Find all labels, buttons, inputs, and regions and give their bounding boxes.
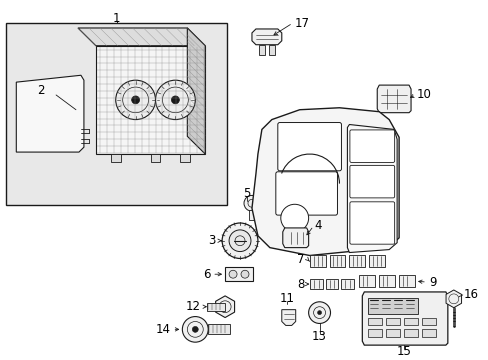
Circle shape — [131, 96, 139, 104]
Bar — [6, 23, 226, 205]
Polygon shape — [376, 85, 410, 113]
Polygon shape — [346, 125, 396, 253]
FancyBboxPatch shape — [349, 130, 394, 162]
Text: 3: 3 — [207, 234, 215, 247]
Circle shape — [228, 230, 250, 252]
Polygon shape — [362, 292, 447, 345]
Bar — [421, 329, 435, 337]
Text: 2: 2 — [38, 84, 45, 96]
Circle shape — [155, 80, 195, 120]
Circle shape — [317, 311, 321, 315]
Text: 6: 6 — [203, 268, 210, 281]
Circle shape — [116, 80, 155, 120]
FancyBboxPatch shape — [349, 202, 394, 244]
Polygon shape — [282, 228, 308, 248]
Polygon shape — [248, 210, 254, 220]
Text: 15: 15 — [396, 345, 411, 357]
Text: 1: 1 — [113, 12, 120, 24]
Polygon shape — [341, 279, 354, 289]
Polygon shape — [329, 256, 345, 267]
Polygon shape — [78, 28, 205, 46]
Polygon shape — [16, 75, 84, 152]
Bar — [367, 318, 382, 325]
Bar — [207, 303, 224, 311]
Bar — [367, 329, 382, 337]
Polygon shape — [251, 108, 398, 256]
Polygon shape — [398, 275, 414, 287]
Text: 10: 10 — [416, 89, 431, 102]
Polygon shape — [359, 275, 374, 287]
Circle shape — [222, 223, 257, 258]
Circle shape — [244, 195, 260, 211]
Polygon shape — [445, 290, 461, 308]
Circle shape — [241, 270, 248, 278]
FancyBboxPatch shape — [277, 122, 341, 171]
Text: 12: 12 — [185, 300, 200, 313]
Polygon shape — [309, 256, 325, 267]
Polygon shape — [368, 256, 385, 267]
Text: 7: 7 — [297, 253, 304, 266]
Circle shape — [228, 270, 237, 278]
Polygon shape — [187, 28, 205, 154]
Polygon shape — [281, 310, 295, 325]
Bar — [421, 318, 435, 325]
Bar — [403, 329, 417, 337]
Text: 17: 17 — [294, 17, 309, 30]
Polygon shape — [325, 279, 338, 289]
Polygon shape — [379, 275, 394, 287]
Circle shape — [171, 96, 179, 104]
Polygon shape — [309, 279, 322, 289]
Text: 9: 9 — [428, 276, 436, 289]
Bar — [367, 298, 417, 314]
Bar — [386, 329, 399, 337]
Polygon shape — [251, 29, 281, 45]
FancyBboxPatch shape — [349, 165, 394, 198]
Polygon shape — [215, 296, 234, 318]
Bar — [180, 154, 190, 162]
Text: 16: 16 — [463, 288, 478, 301]
Polygon shape — [96, 46, 205, 154]
Circle shape — [182, 316, 208, 342]
Bar — [403, 318, 417, 325]
Bar — [150, 154, 160, 162]
Text: 14: 14 — [155, 323, 170, 336]
Bar — [258, 45, 264, 55]
Circle shape — [308, 302, 330, 323]
Bar — [386, 318, 399, 325]
Circle shape — [280, 204, 308, 232]
Text: 13: 13 — [311, 330, 326, 343]
Text: 5: 5 — [243, 187, 250, 200]
Bar — [111, 154, 121, 162]
Text: 4: 4 — [314, 220, 322, 233]
Polygon shape — [224, 267, 252, 281]
Bar — [208, 324, 230, 334]
Polygon shape — [349, 256, 365, 267]
Text: 11: 11 — [279, 292, 294, 305]
Bar — [268, 45, 274, 55]
FancyBboxPatch shape — [275, 172, 337, 215]
Text: 8: 8 — [297, 278, 304, 291]
Circle shape — [192, 327, 198, 332]
